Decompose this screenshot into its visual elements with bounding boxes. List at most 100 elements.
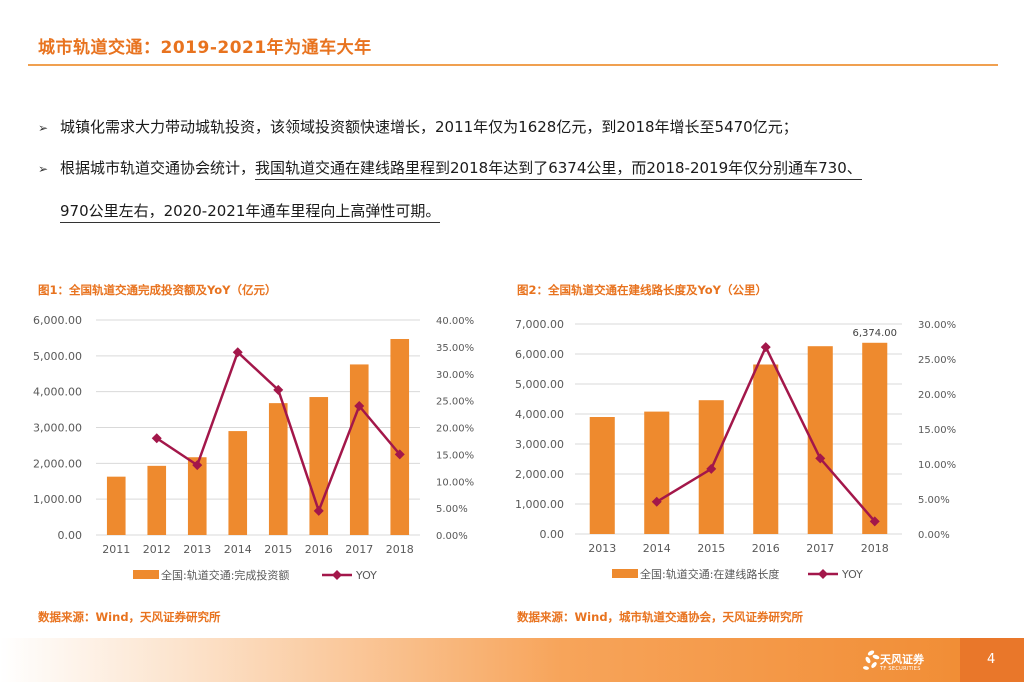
bullet-arrow-icon: ➢ [38, 121, 49, 135]
investment-chart: 0.00 1,000.00 2,000.00 3,000.00 4,000.00 5,00… [33, 314, 474, 582]
yoy-point [232, 347, 243, 358]
left-axis-tick-label: 0.00 [540, 528, 565, 541]
right-axis-tick-label: 40.00% [436, 316, 474, 327]
figure-1-source: 数据来源：Wind，天风证券研究所 [38, 610, 221, 624]
bullet-arrow-icon: ➢ [38, 162, 49, 176]
right-axis-tick-label: 15.00% [918, 425, 956, 436]
left-axis-tick-label: 1,000.00 [515, 498, 564, 511]
left-axis-tick-label: 3,000.00 [515, 438, 564, 451]
bullet-2-text: 根据城市轨道交通协会统计， [60, 159, 256, 177]
yoy-point [869, 516, 880, 527]
left-axis-tick-label: 7,000.00 [515, 318, 564, 331]
x-axis-tick-label: 2018 [861, 542, 889, 555]
bar [862, 342, 888, 534]
x-axis-tick-label: 2017 [806, 542, 834, 555]
bar [228, 431, 248, 535]
x-axis-tick-label: 2014 [224, 543, 252, 556]
footer-brand-sub: TF SECURITIES [880, 666, 921, 672]
right-axis-tick-label: 25.00% [436, 397, 474, 408]
x-axis-tick-label: 2014 [643, 542, 671, 555]
left-axis-tick-label: 0.00 [58, 529, 83, 542]
left-axis-tick-label: 4,000.00 [515, 408, 564, 421]
bar [147, 465, 167, 535]
page-title: 城市轨道交通：2019-2021年为通车大年 [38, 38, 372, 58]
bar [187, 457, 207, 535]
right-axis-tick-label: 15.00% [436, 450, 474, 461]
left-axis-tick-label: 5,000.00 [515, 378, 564, 391]
bullet-1-text: 城镇化需求大力带动城轨投资，该领域投资额快速增长，2011年仅为1628亿元，到… [60, 118, 798, 136]
yoy-point [313, 505, 324, 516]
yoy-point [151, 433, 162, 444]
right-axis-tick-label: 25.00% [918, 355, 956, 366]
right-axis-tick-label: 35.00% [436, 343, 474, 354]
yoy-point [273, 384, 284, 395]
x-axis-tick-label: 2015 [264, 543, 292, 556]
footer-band [0, 638, 1024, 682]
bullet-3-text: 970公里左右，2020-2021年通车里程向上高弹性可期。 [60, 202, 441, 223]
page-number: 4 [987, 652, 996, 667]
right-axis-tick-label: 20.00% [436, 424, 474, 435]
x-axis-tick-label: 2015 [697, 542, 725, 555]
right-axis-tick-label: 10.00% [918, 460, 956, 471]
bullet-2-continuation: 970公里左右，2020-2021年通车里程向上高弹性可期。 [60, 200, 441, 223]
bar [268, 403, 288, 535]
left-axis-tick-label: 2,000.00 [33, 457, 82, 470]
bar [644, 411, 670, 534]
legend-bar-swatch [612, 569, 638, 578]
tf-securities-logo-icon [863, 650, 880, 670]
x-axis-tick-label: 2013 [588, 542, 616, 555]
figure-2-source: 数据来源：Wind，城市轨道交通协会，天风证券研究所 [517, 610, 804, 624]
yoy-point [192, 460, 203, 471]
footer-page-block [960, 638, 1024, 682]
left-axis-tick-label: 3,000.00 [33, 422, 82, 435]
legend-line-label: YOY [355, 569, 377, 582]
left-axis-tick-label: 2,000.00 [515, 468, 564, 481]
right-axis-tick-label: 0.00% [918, 530, 950, 541]
legend-bar-swatch [133, 570, 159, 579]
construction-length-chart: 0.00 1,000.00 2,000.00 3,000.00 4,000.00 5,00… [515, 318, 956, 581]
bullet-2-underlined-text: 我国轨道交通在建线路里程到2018年达到了6374公里，而2018-2019年仅… [255, 159, 862, 180]
right-axis-tick-label: 0.00% [436, 531, 468, 542]
x-axis-tick-label: 2013 [183, 543, 211, 556]
bar [390, 338, 410, 535]
right-axis-tick-label: 5.00% [918, 495, 950, 506]
legend-line-label: YOY [841, 568, 863, 581]
right-axis-tick-label: 20.00% [918, 390, 956, 401]
legend-line-marker [332, 570, 342, 580]
left-axis-tick-label: 6,000.00 [515, 348, 564, 361]
footer-brand: 天风证券 [880, 653, 924, 666]
x-axis-tick-label: 2012 [143, 543, 171, 556]
right-axis-tick-label: 5.00% [436, 504, 468, 515]
figure-1-title: 图1：全国轨道交通完成投资额及YoY（亿元） [38, 283, 277, 297]
bullet-2: ➢ 根据城市轨道交通协会统计，我国轨道交通在建线路里程到2018年达到了6374公… [38, 157, 862, 180]
left-axis-tick-label: 5,000.00 [33, 350, 82, 363]
yoy-point [815, 453, 826, 464]
yoy-point [394, 449, 405, 460]
yoy-point [651, 496, 662, 507]
bar [349, 364, 369, 535]
yoy-point [760, 342, 771, 353]
left-axis-tick-label: 4,000.00 [33, 386, 82, 399]
x-axis-tick-label: 2016 [305, 543, 333, 556]
legend-bar-label: 全国:轨道交通:在建线路长度 [640, 567, 779, 581]
figure-2-title: 图2：全国轨道交通在建线路长度及YoY（公里） [517, 283, 767, 297]
bar [589, 417, 615, 534]
legend-bar-label: 全国:轨道交通:完成投资额 [161, 568, 289, 582]
left-axis-tick-label: 6,000.00 [33, 314, 82, 327]
left-axis-tick-label: 1,000.00 [33, 493, 82, 506]
bar [106, 476, 126, 535]
right-axis-tick-label: 30.00% [436, 370, 474, 381]
bar [753, 364, 779, 534]
legend-line-marker [818, 569, 828, 579]
x-axis-tick-label: 2018 [386, 543, 414, 556]
right-axis-tick-label: 30.00% [918, 320, 956, 331]
title-divider [28, 64, 998, 66]
x-axis-tick-label: 2011 [102, 543, 130, 556]
right-axis-tick-label: 10.00% [436, 477, 474, 488]
bar-data-label: 6,374.00 [852, 328, 897, 339]
x-axis-tick-label: 2017 [345, 543, 373, 556]
yoy-point [354, 401, 365, 411]
yoy-point [706, 463, 717, 474]
x-axis-tick-label: 2016 [752, 542, 780, 555]
bullet-1: ➢ 城镇化需求大力带动城轨投资，该领域投资额快速增长，2011年仅为1628亿元，… [38, 116, 798, 137]
